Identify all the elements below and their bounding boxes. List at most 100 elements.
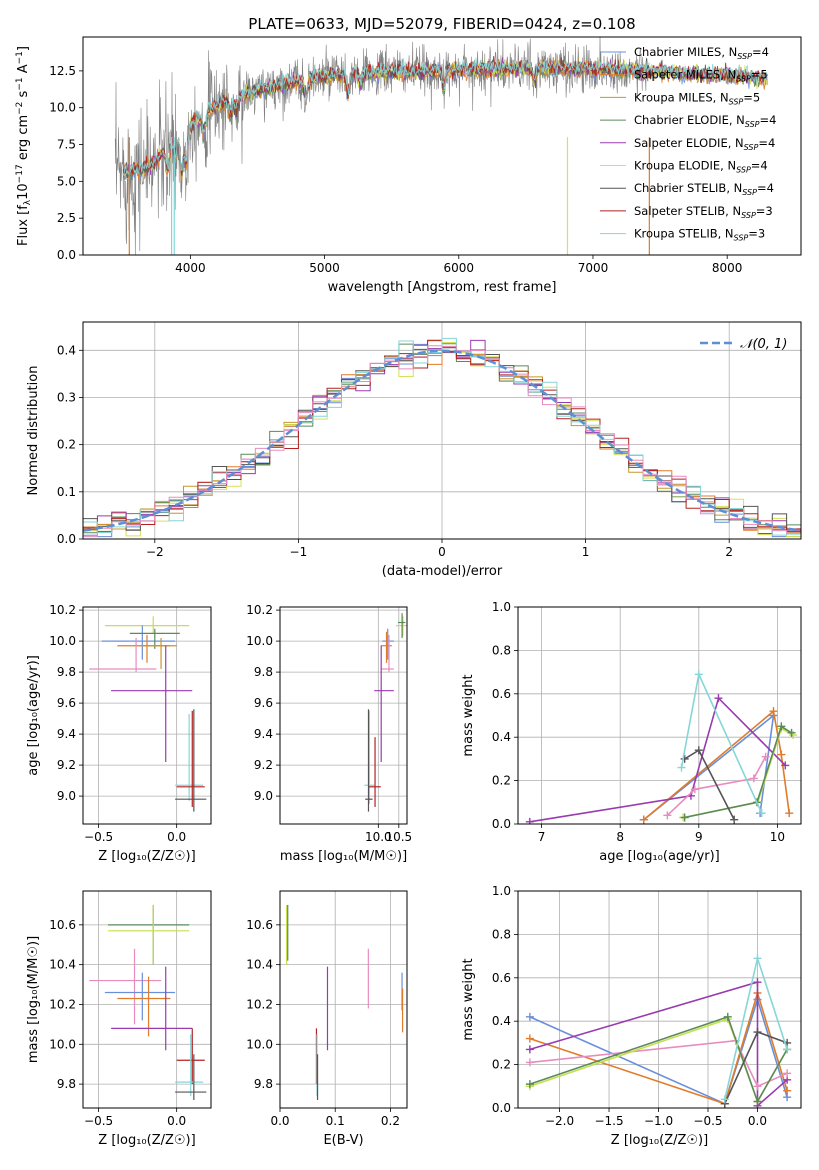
data-point-marker bbox=[753, 1028, 762, 1037]
x-tick-label: 0.0 bbox=[748, 1114, 767, 1128]
y-tick-label: 0.6 bbox=[492, 687, 511, 701]
model-spectrum-salpeter_stelib bbox=[122, 56, 768, 176]
data-point-marker bbox=[787, 728, 796, 737]
data-point-marker bbox=[525, 1045, 534, 1054]
y-tick-label: 0.4 bbox=[57, 343, 76, 357]
plot-area bbox=[286, 904, 404, 1101]
x-tick-label: −0.5 bbox=[84, 830, 113, 844]
legend-entry: Kroupa MILES, NSSP=5 bbox=[634, 90, 760, 106]
chart-mass_vs_Z: −0.5 0.0 9.8 10.0 10.2 10.4 10.6 Z [log₁₀(Z/Z☉)… bbox=[26, 890, 212, 1148]
x-tick-label: 2 bbox=[725, 545, 733, 559]
data-point-marker bbox=[753, 1097, 762, 1106]
y-tick-label: 0.0 bbox=[57, 248, 76, 262]
axes-frame bbox=[279, 606, 408, 825]
x-tick-label: −1.5 bbox=[594, 1114, 623, 1128]
x-axis-label: (data-model)/error bbox=[382, 564, 503, 579]
data-point-marker bbox=[639, 815, 648, 824]
histogram-pink bbox=[83, 345, 801, 538]
data-point-marker bbox=[783, 1069, 792, 1078]
x-tick-label: 0.0 bbox=[167, 1114, 186, 1128]
y-tick-label: 5.0 bbox=[57, 174, 76, 188]
y-axis-label: Flux [fλ10−17 erg cm−2 s−1 A−1] bbox=[15, 46, 33, 246]
y-tick-label: 0.1 bbox=[57, 485, 76, 499]
plot-area bbox=[114, 37, 768, 255]
y-tick-label: 9.4 bbox=[254, 727, 273, 741]
x-tick-label: 0.0 bbox=[167, 830, 186, 844]
y-axis-label: mass [log₁₀(M/M☉)] bbox=[26, 936, 41, 1063]
data-point-marker bbox=[694, 670, 703, 679]
chart-spectrum: 4000 5000 6000 7000 8000 0.0 2.5 5.0 7.5 10.0 12.5… bbox=[15, 36, 802, 295]
x-axis-label: wavelength [Angstrom, rest frame] bbox=[328, 280, 557, 295]
x-tick-label: 10 bbox=[770, 830, 785, 844]
data-point-marker bbox=[749, 774, 758, 783]
y-tick-label: 9.2 bbox=[254, 758, 273, 772]
y-axis-label: Normed distribution bbox=[26, 366, 41, 496]
data-point-marker bbox=[781, 761, 790, 770]
data-point-marker bbox=[714, 694, 723, 703]
y-tick-label: 10.2 bbox=[246, 603, 273, 617]
y-tick-label: 0.4 bbox=[492, 1014, 511, 1028]
y-tick-label: 9.8 bbox=[254, 1077, 273, 1091]
x-axis-label: E(B-V) bbox=[323, 1133, 363, 1148]
y-tick-label: 0.4 bbox=[492, 730, 511, 744]
legend-entry: Chabrier STELIB, NSSP=4 bbox=[634, 181, 774, 197]
figure-title: PLATE=0633, MJD=52079, FIBERID=0424, z=0… bbox=[248, 15, 635, 33]
chart-massweight_vs_Z: −2.0 −1.5 −1.0 −0.5 0.0 0.0 0.2 0.4 0.6 0.8 1.0 Z [… bbox=[461, 884, 802, 1148]
legend-entry: Salpeter MILES, NSSP=5 bbox=[634, 68, 768, 84]
y-tick-label: 9.2 bbox=[57, 758, 76, 772]
data-point-marker bbox=[753, 954, 762, 963]
y-tick-label: 9.6 bbox=[57, 696, 76, 710]
x-axis-label: Z [log₁₀(Z/Z☉)] bbox=[611, 1133, 708, 1148]
data-point-marker bbox=[694, 746, 703, 755]
data-point-marker bbox=[525, 1080, 534, 1089]
y-tick-label: 10.0 bbox=[49, 634, 76, 648]
data-point-marker bbox=[753, 978, 762, 987]
y-tick-label: 9.4 bbox=[57, 727, 76, 741]
series-line-salpeter_miles bbox=[529, 990, 788, 1105]
y-axis-label: mass weight bbox=[461, 674, 476, 756]
legend-entry: Kroupa STELIB, NSSP=3 bbox=[634, 227, 765, 243]
data-point-marker bbox=[690, 785, 699, 794]
axes-frame bbox=[279, 890, 408, 1109]
data-point-marker bbox=[525, 817, 534, 824]
x-tick-label: 0.0 bbox=[270, 1114, 289, 1128]
x-axis-label: Z [log₁₀(Z/Z☉)] bbox=[98, 1133, 195, 1148]
x-tick-label: 4000 bbox=[175, 261, 206, 275]
y-tick-label: 0.2 bbox=[57, 438, 76, 452]
legend-entry: 𝒩(0, 1) bbox=[740, 337, 787, 352]
y-tick-label: 0.0 bbox=[57, 532, 76, 546]
series-line-salpeter_elodie bbox=[529, 981, 788, 1108]
data-point-marker bbox=[777, 722, 786, 731]
chart-massweight_vs_age: 7 8 9 10 0.0 0.2 0.4 0.6 0.8 1.0 age [log₁₀(age/yr… bbox=[461, 600, 802, 864]
chart-residuals: −2 −1 0 1 2 0.0 0.1 0.2 0.3 0.4 (data-model)/error… bbox=[26, 321, 802, 579]
y-tick-label: 10.4 bbox=[246, 958, 273, 972]
data-point-marker bbox=[680, 813, 689, 822]
x-axis-label: Z [log₁₀(Z/Z☉)] bbox=[98, 849, 195, 864]
x-tick-label: 10.5 bbox=[385, 830, 412, 844]
y-tick-label: 9.6 bbox=[254, 696, 273, 710]
y-tick-label: 9.8 bbox=[57, 665, 76, 679]
data-point-marker bbox=[663, 811, 672, 820]
y-tick-label: 10.2 bbox=[246, 997, 273, 1011]
data-point-marker bbox=[680, 754, 689, 763]
data-point-marker bbox=[777, 750, 786, 759]
y-tick-label: 10.2 bbox=[49, 603, 76, 617]
series-line-chabrier_elodie bbox=[529, 1015, 788, 1104]
axes-frame bbox=[82, 606, 212, 825]
data-point-marker bbox=[720, 1095, 729, 1104]
y-tick-label: 10.0 bbox=[49, 101, 76, 115]
data-point-marker bbox=[785, 809, 794, 818]
y-tick-label: 10.0 bbox=[49, 1037, 76, 1051]
x-tick-label: 5000 bbox=[309, 261, 340, 275]
series-line-salpeter_elodie bbox=[529, 696, 786, 823]
y-tick-label: 0.0 bbox=[492, 817, 511, 831]
x-tick-label: 6000 bbox=[444, 261, 475, 275]
data-point-marker bbox=[783, 1045, 792, 1054]
data-point-marker bbox=[757, 809, 766, 818]
x-axis-label: age [log₁₀(age/yr)] bbox=[599, 849, 720, 864]
data-point-marker bbox=[525, 1034, 534, 1043]
data-point-marker bbox=[525, 1012, 534, 1021]
series-line-salpeter_miles bbox=[643, 709, 790, 821]
histogram-salpeter_miles bbox=[83, 346, 801, 533]
